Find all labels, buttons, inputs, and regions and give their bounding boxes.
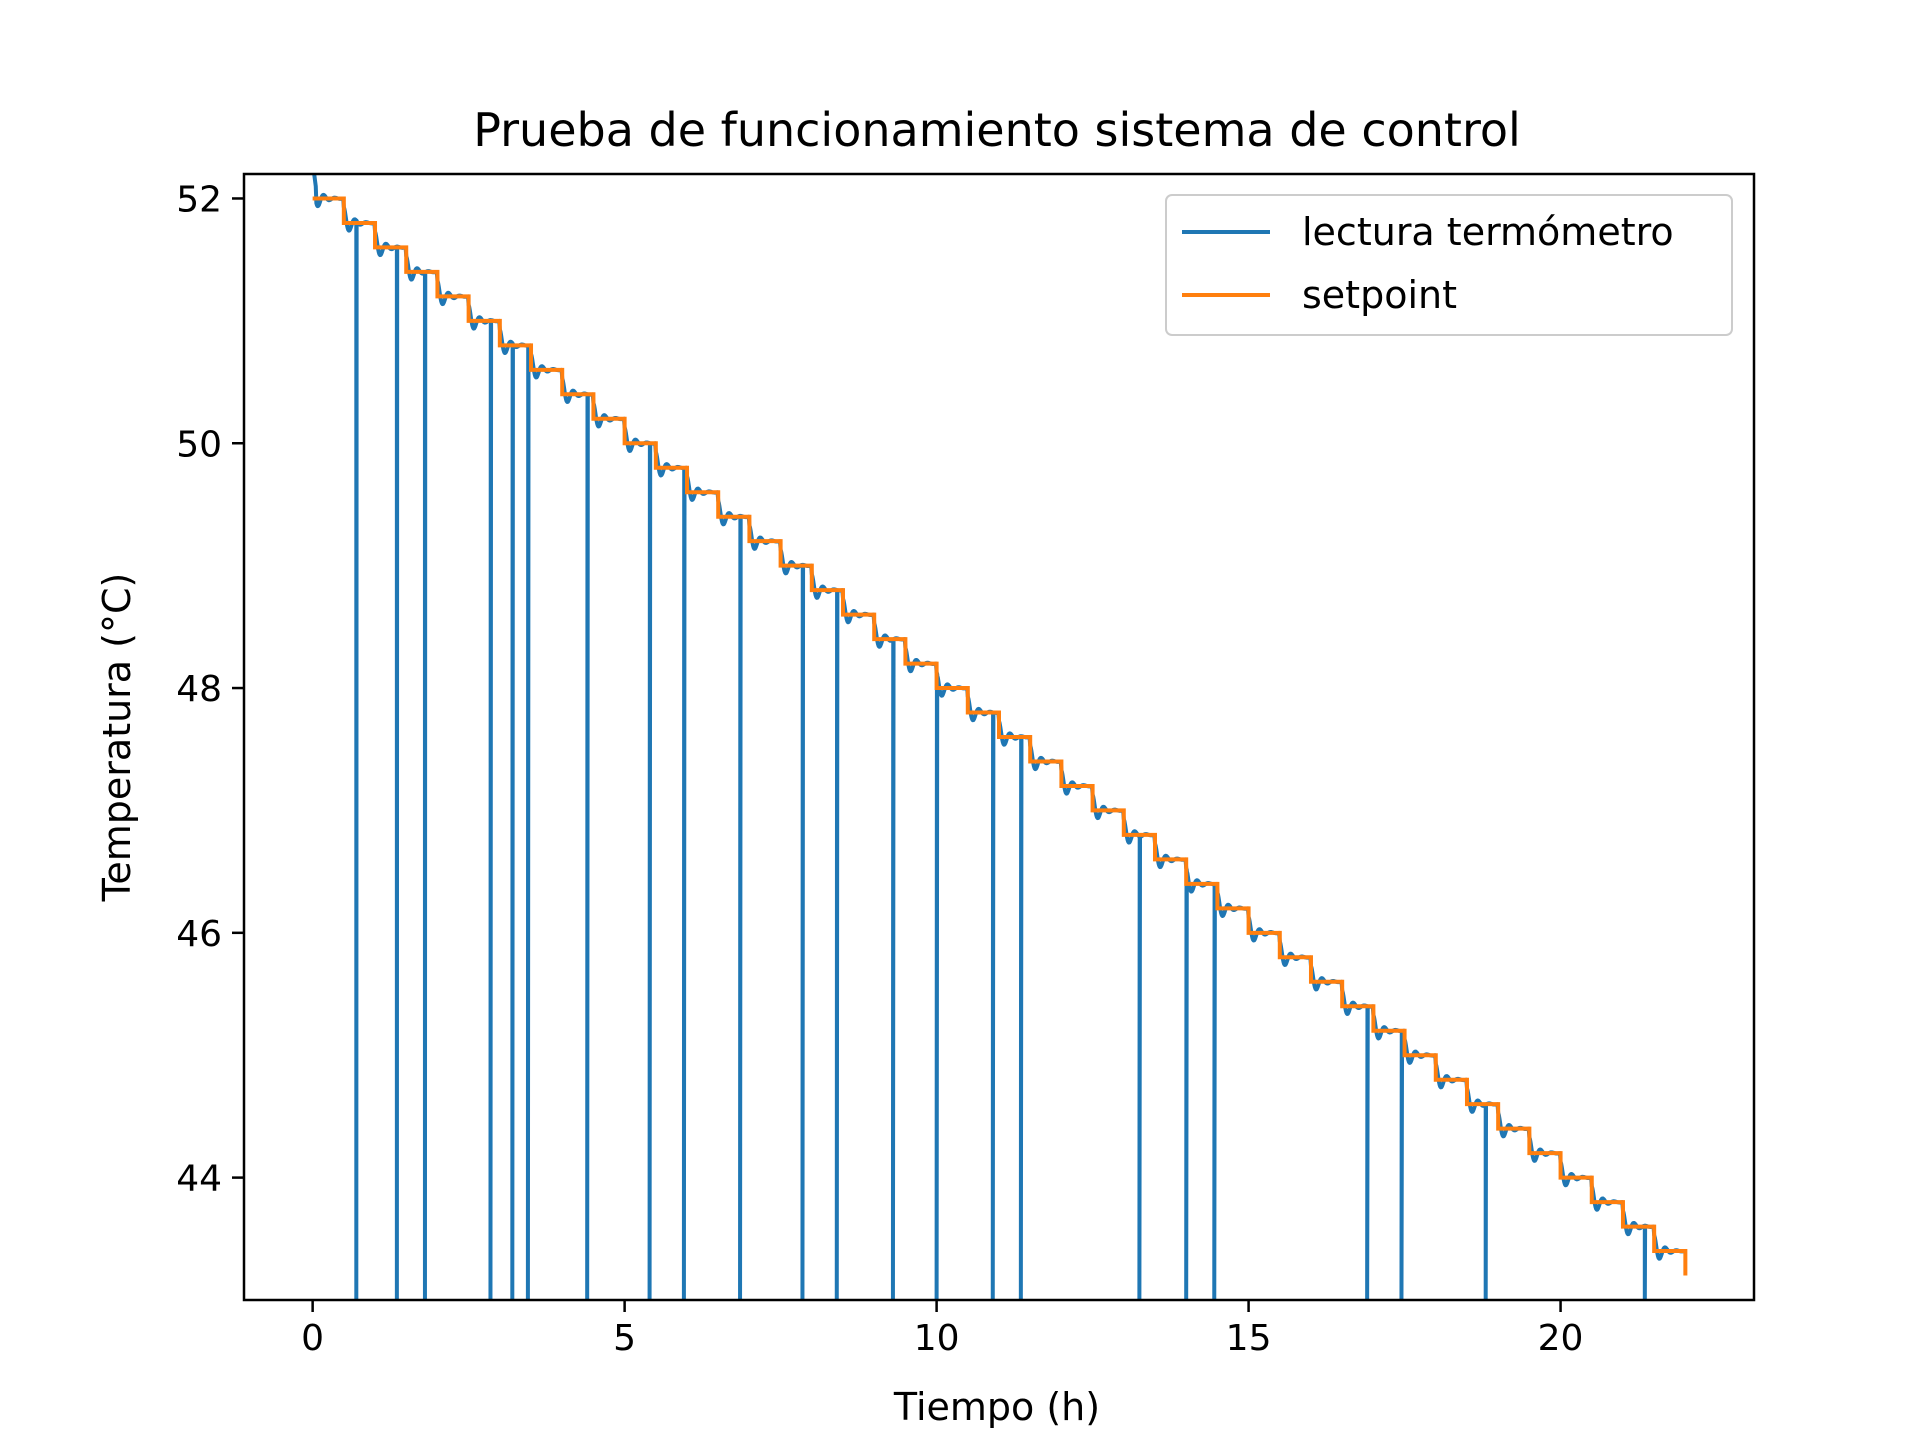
y-tick-label: 44 — [176, 1159, 222, 1200]
legend-box — [1165, 194, 1733, 336]
x-axis: 0 5 10 15 20 — [301, 1300, 1583, 1359]
x-tick-label: 0 — [301, 1318, 324, 1359]
y-axis: 44 46 48 50 52 — [176, 179, 244, 1200]
y-tick-label: 52 — [176, 179, 222, 220]
plot-area — [242, 172, 1756, 1302]
x-tick-label: 5 — [613, 1318, 636, 1359]
legend-label-setpoint: setpoint — [1302, 273, 1457, 317]
x-tick-label: 10 — [914, 1318, 960, 1359]
y-tick-label: 48 — [176, 669, 222, 710]
chart-title: Prueba de funcionamiento sistema de cont… — [473, 103, 1521, 157]
y-tick-label: 46 — [176, 914, 222, 955]
x-tick-label: 20 — [1538, 1318, 1584, 1359]
series-setpoint — [312, 196, 1688, 1276]
plot-frame — [242, 172, 1756, 1302]
y-tick-label: 50 — [176, 424, 222, 465]
y-axis-label: Temperatura (°C) — [95, 573, 139, 903]
legend: lectura termómetro setpoint — [1165, 194, 1733, 336]
x-tick-label: 15 — [1226, 1318, 1272, 1359]
x-axis-label: Tiempo (h) — [893, 1385, 1100, 1429]
legend-label-lectura: lectura termómetro — [1302, 210, 1674, 254]
